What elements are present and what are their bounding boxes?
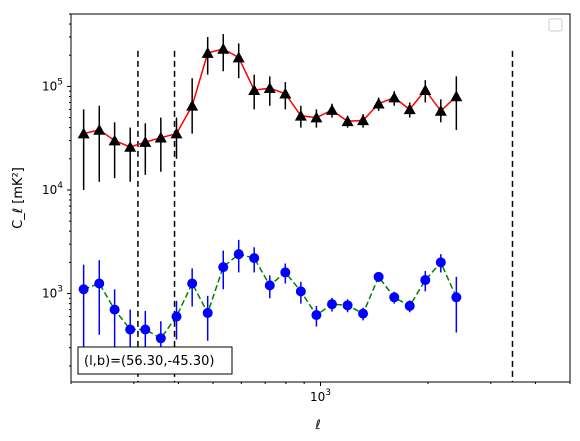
annotation-text: (l,b)=(56.30,-45.30) — [84, 354, 214, 369]
data-point-circle — [155, 333, 166, 344]
tick-exponent: 4 — [57, 181, 63, 191]
data-point-circle — [358, 308, 369, 319]
data-point-circle — [326, 299, 337, 310]
data-point-circle — [404, 300, 415, 311]
data-point-circle — [249, 253, 260, 264]
data-point-circle — [171, 311, 182, 322]
data-point-circle — [233, 249, 244, 260]
data-point-triangle — [108, 134, 121, 146]
data-point-triangle — [201, 47, 214, 58]
data-point-triangle — [388, 91, 401, 103]
data-point-circle — [140, 324, 151, 335]
tick-base: 10 — [42, 79, 57, 93]
data-point-circle — [373, 271, 384, 282]
x-axis-label: ℓ — [314, 418, 320, 433]
tick-base: 10 — [42, 287, 57, 301]
data-point-triangle — [77, 127, 90, 139]
data-point-circle — [109, 304, 120, 315]
series-1 — [77, 34, 463, 190]
data-point-circle — [311, 310, 322, 321]
tick-base: 10 — [310, 390, 325, 404]
data-point-circle — [280, 267, 291, 278]
data-point-triangle — [372, 97, 385, 109]
y-tick-label: 105 — [42, 77, 63, 93]
data-point-circle — [451, 292, 462, 303]
data-point-triangle — [154, 131, 167, 143]
data-point-triangle — [139, 136, 152, 147]
y-tick-label: 104 — [42, 181, 63, 197]
data-point-triangle — [248, 84, 261, 95]
data-point-circle — [125, 324, 136, 335]
data-point-triangle — [124, 140, 137, 152]
y-axis-label: C_ℓ [mK²] — [11, 167, 26, 229]
data-point-circle — [435, 257, 446, 268]
data-point-triangle — [450, 90, 463, 102]
data-point-circle — [389, 292, 400, 303]
tick-exponent: 3 — [57, 285, 63, 295]
data-point-circle — [94, 278, 105, 289]
data-point-circle — [218, 262, 229, 273]
data-point-triangle — [294, 109, 307, 121]
data-point-triangle — [170, 127, 183, 139]
data-point-circle — [264, 280, 275, 291]
data-point-triangle — [310, 111, 323, 123]
plot-area — [77, 34, 514, 382]
data-point-circle — [202, 307, 213, 318]
legend-box — [548, 18, 563, 32]
data-point-triangle — [93, 123, 106, 135]
data-point-circle — [420, 275, 431, 286]
data-point-triangle — [325, 104, 338, 115]
data-point-circle — [342, 300, 353, 311]
annotation-box: (l,b)=(56.30,-45.30) — [77, 346, 233, 375]
y-tick-label: 103 — [42, 285, 63, 301]
series-2 — [78, 239, 462, 366]
data-point-triangle — [186, 99, 199, 111]
data-point-triangle — [434, 104, 447, 116]
x-tick-label: 103 — [310, 388, 331, 404]
tick-exponent: 5 — [57, 77, 63, 87]
data-point-circle — [295, 286, 306, 297]
tick-base: 10 — [42, 183, 57, 197]
data-point-triangle — [279, 87, 292, 99]
data-point-triangle — [419, 84, 432, 95]
data-point-triangle — [217, 42, 230, 54]
data-point-triangle — [232, 51, 245, 63]
data-point-triangle — [263, 82, 276, 94]
data-point-triangle — [341, 115, 354, 127]
data-point-circle — [78, 284, 89, 295]
data-point-circle — [187, 278, 198, 289]
data-point-triangle — [357, 114, 370, 126]
annotation-frame — [77, 346, 233, 375]
tick-exponent: 3 — [325, 388, 331, 398]
data-point-triangle — [403, 103, 416, 115]
